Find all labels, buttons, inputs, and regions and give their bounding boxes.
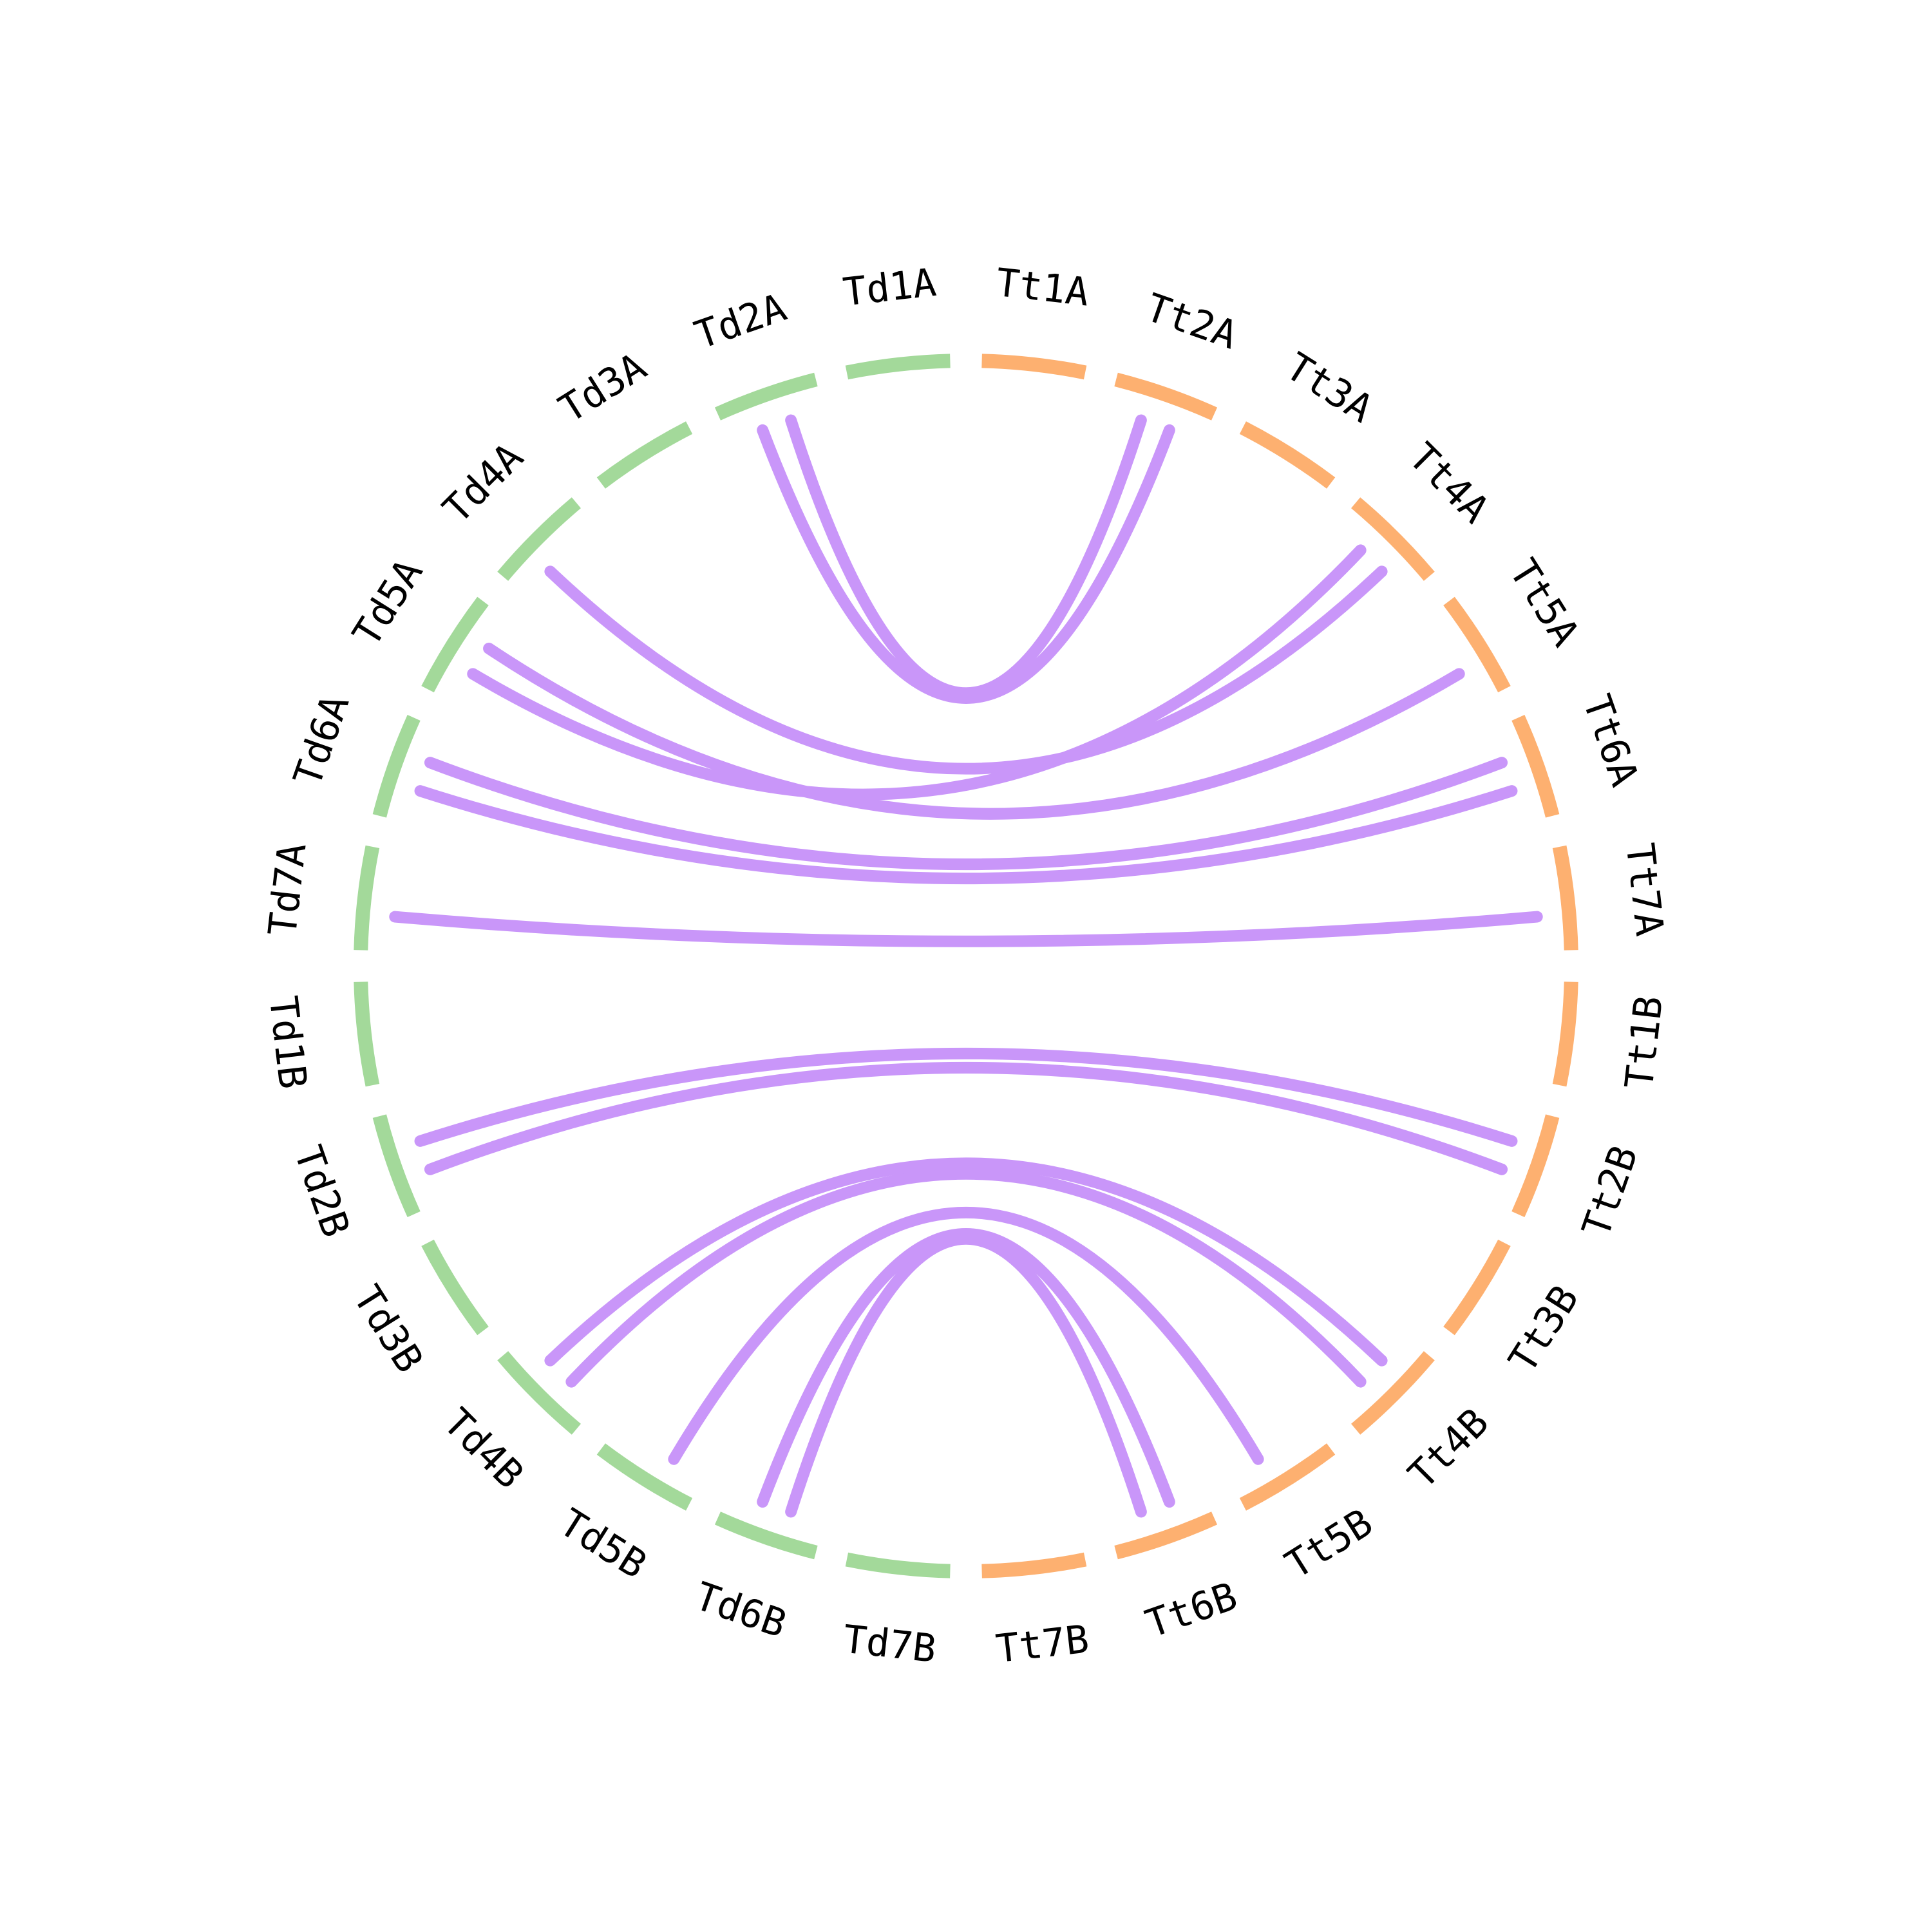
- segment-label-td7b: Td7B: [841, 1616, 938, 1672]
- segment-label-tt5b: Tt5B: [1278, 1500, 1381, 1587]
- link-td4b-tt4b: [544, 1157, 1388, 1367]
- segment-label-tt4b: Tt4B: [1400, 1400, 1498, 1498]
- segment-arc-tt4b: [1351, 1351, 1435, 1435]
- segment-label-td1b: Td1B: [260, 994, 316, 1091]
- segment-label-tt6b: Tt6B: [1140, 1574, 1243, 1647]
- segment-arc-td3b: [421, 1239, 489, 1336]
- segment-arc-td1a: [845, 354, 951, 380]
- link-td6a-tt6a: [414, 785, 1518, 885]
- link-td5a-tt5a: [483, 642, 1465, 820]
- segment-label-tt5a: Tt5A: [1500, 551, 1587, 654]
- segment-arc-tt3a: [1239, 421, 1336, 489]
- segment-label-tt1a: Tt1A: [994, 260, 1091, 316]
- link-td6b-tt6b: [757, 1228, 1175, 1508]
- segment-label-td6b: Td6B: [689, 1574, 792, 1647]
- segment-arc-td7a: [354, 845, 380, 951]
- segment-label-tt3a: Tt3A: [1278, 344, 1381, 431]
- segment-label-td5b: Td5B: [551, 1500, 654, 1587]
- link-td6a-tt6a: [424, 757, 1508, 871]
- segment-arc-tt3b: [1443, 1239, 1511, 1336]
- segment-label-td1a: Td1A: [841, 260, 938, 316]
- link-td7a-tt7a: [389, 911, 1543, 947]
- segment-arc-td4a: [497, 497, 581, 581]
- segment-label-td4a: Td4A: [435, 435, 533, 533]
- segment-arc-td6b: [714, 1511, 818, 1560]
- segment-arc-td2b: [372, 1114, 421, 1218]
- segment-arc-tt2a: [1114, 372, 1218, 421]
- segment-arc-tt5b: [1239, 1443, 1336, 1511]
- segments-layer: [354, 354, 1578, 1578]
- segment-label-td5a: Td5A: [344, 551, 431, 654]
- segment-label-tt1b: Tt1B: [1616, 994, 1672, 1091]
- segment-arc-tt7a: [1552, 845, 1578, 951]
- segment-arc-td6a: [372, 714, 421, 818]
- segment-arc-td5a: [421, 596, 489, 693]
- link-td4a-tt4a: [544, 565, 1388, 775]
- segment-arc-tt2b: [1511, 1114, 1560, 1218]
- segment-label-td6a: Td6A: [285, 689, 359, 792]
- link-td5a-tt4a: [467, 544, 1367, 800]
- segment-arc-tt1b: [1552, 981, 1578, 1087]
- segment-arc-td7b: [845, 1552, 951, 1578]
- segment-label-tt3b: Tt3B: [1500, 1278, 1587, 1381]
- segment-label-tt7a: Tt7A: [1616, 841, 1672, 938]
- segment-label-td4b: Td4B: [435, 1400, 533, 1498]
- segment-label-td7a: Td7A: [260, 841, 316, 938]
- segment-label-tt7b: Tt7B: [994, 1616, 1091, 1672]
- link-td4b-tt4b: [565, 1168, 1367, 1388]
- link-td5b-tt5b: [668, 1207, 1264, 1465]
- link-td2b-tt2b: [414, 1047, 1518, 1147]
- link-td2b-tt2b: [424, 1061, 1508, 1175]
- segment-arc-tt1a: [981, 354, 1087, 380]
- segment-label-tt4a: Tt4A: [1400, 435, 1498, 533]
- segment-arc-tt4a: [1351, 497, 1435, 581]
- segment-arc-tt6a: [1511, 714, 1560, 818]
- segment-arc-td2a: [714, 372, 818, 421]
- segment-arc-td3a: [596, 421, 693, 489]
- segment-arc-td1b: [354, 981, 380, 1087]
- segment-label-td3b: Td3B: [344, 1278, 431, 1381]
- segment-label-td2b: Td2B: [285, 1140, 359, 1243]
- segment-arc-tt5a: [1443, 596, 1511, 693]
- segment-label-tt6a: Tt6A: [1574, 689, 1647, 792]
- segment-label-tt2a: Tt2A: [1140, 285, 1243, 359]
- segment-arc-td4b: [497, 1351, 581, 1435]
- segment-label-tt2b: Tt2B: [1574, 1140, 1647, 1243]
- segment-arc-td5b: [596, 1443, 693, 1511]
- link-td2a-tt2a: [757, 424, 1175, 704]
- links-layer: [389, 414, 1543, 1518]
- segment-label-td2a: Td2A: [689, 285, 792, 359]
- segment-arc-tt7b: [981, 1552, 1087, 1578]
- link-td2a-tt2a: [785, 414, 1147, 699]
- link-td6b-tt6b: [785, 1233, 1147, 1518]
- segment-label-td3a: Td3A: [551, 344, 654, 431]
- segment-arc-tt6b: [1114, 1511, 1218, 1560]
